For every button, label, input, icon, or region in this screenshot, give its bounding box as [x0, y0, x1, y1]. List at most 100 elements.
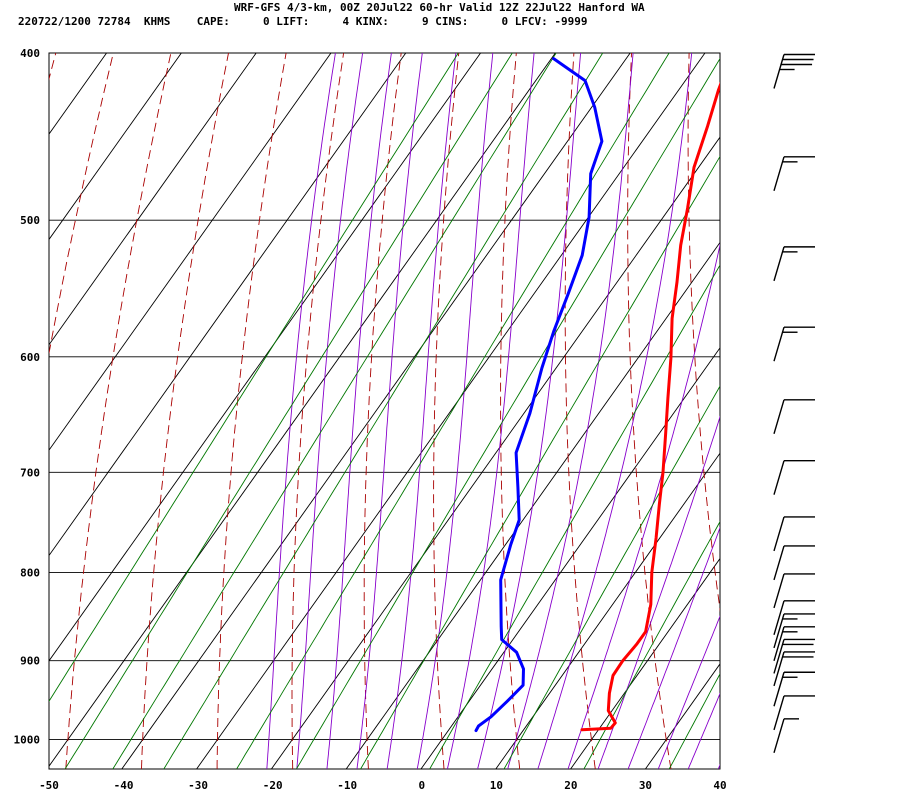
- wind-barb: [773, 573, 815, 609]
- x-tick-label: -10: [337, 779, 357, 792]
- dewpoint-line: [474, 57, 604, 733]
- mixing-ratio-line: [429, 264, 720, 769]
- wind-barb-staff: [773, 613, 785, 649]
- chart-title: WRF-GFS 4/3-km, 00Z 20Jul22 60-hr Valid …: [234, 1, 645, 14]
- moist-adiabat: [416, 53, 494, 769]
- mixing-ratio-line: [296, 57, 720, 769]
- wind-barb: [773, 399, 815, 435]
- wind-barb: [773, 326, 815, 362]
- stability-indices: 220722/1200 72784 KHMS CAPE: 0 LIFT: 4 K…: [18, 15, 588, 28]
- wind-barb-staff: [773, 651, 785, 687]
- wind-barb: [773, 246, 815, 282]
- isotherm--20: [271, 136, 720, 769]
- wind-barb-staff: [773, 626, 785, 662]
- wind-barb-staff: [773, 327, 785, 362]
- isotherm--30: [196, 53, 706, 769]
- dry-adiabat: [291, 53, 345, 769]
- wind-barb: [773, 638, 815, 674]
- wind-barb-staff: [773, 54, 785, 89]
- isotherm-20: [570, 557, 720, 769]
- dry-adiabat: [216, 53, 287, 769]
- isotherm--60: [49, 53, 481, 662]
- wind-barb-staff: [773, 672, 785, 707]
- moist-adiabat: [507, 53, 634, 769]
- moist-adiabat: [687, 692, 720, 769]
- x-tick-label: 10: [490, 779, 503, 792]
- wind-barb: [773, 695, 815, 731]
- wind-barb-staff: [773, 639, 785, 674]
- wind-barb-staff: [773, 545, 785, 581]
- moist-adiabat: [266, 53, 336, 769]
- isotherm--80: [49, 53, 332, 451]
- wind-barb-staff: [773, 718, 785, 754]
- moist-adiabat: [717, 763, 720, 769]
- x-tick-label: 20: [564, 779, 577, 792]
- wind-barb-staff: [773, 516, 785, 552]
- dry-adiabat: [500, 53, 521, 769]
- dry-adiabat: [363, 53, 402, 769]
- isotherm--100: [49, 53, 182, 241]
- moist-adiabat: [745, 44, 900, 777]
- isotherm--70: [49, 53, 407, 557]
- x-tick-label: 0: [418, 779, 425, 792]
- moist-adiabat: [446, 53, 535, 769]
- mixing-ratio-line: [236, 53, 670, 769]
- wind-barb-staff: [773, 460, 785, 495]
- dry-adiabat: [747, 53, 823, 769]
- y-tick-label: 900: [20, 655, 40, 668]
- x-tick-label: -30: [188, 779, 208, 792]
- wind-barb: [773, 671, 815, 707]
- temperature-line: [580, 81, 720, 732]
- moist-adiabat: [627, 526, 720, 769]
- mixing-ratio-line: [112, 53, 557, 769]
- y-tick-label: 700: [20, 466, 40, 479]
- wind-barb: [773, 156, 815, 192]
- moist-adiabat: [477, 53, 582, 769]
- wind-barb: [773, 626, 815, 662]
- dry-adiabat: [564, 53, 596, 769]
- mixing-ratio-line: [163, 53, 604, 769]
- wind-barb: [773, 545, 815, 581]
- x-tick-label: -20: [263, 779, 283, 792]
- dry-adiabat: [433, 53, 460, 769]
- wind-barb: [773, 613, 815, 649]
- dry-adiabat: [804, 53, 898, 769]
- isotherm-40: [719, 768, 720, 769]
- y-tick-label: 800: [20, 566, 40, 579]
- wind-barb: [773, 600, 815, 636]
- mixing-ratio-line: [49, 53, 459, 703]
- wind-barb: [773, 53, 815, 89]
- isotherm--40: [121, 53, 631, 769]
- mixing-ratio-line: [360, 155, 720, 769]
- moist-adiabat: [537, 53, 693, 769]
- moist-adiabat: [775, 44, 900, 777]
- x-tick-label: 30: [639, 779, 652, 792]
- moist-adiabat: [326, 53, 392, 769]
- wind-barb-staff: [773, 246, 785, 282]
- wind-barb: [773, 651, 815, 687]
- isotherm-50: [795, 53, 900, 769]
- wind-barb-staff: [773, 600, 785, 636]
- plot-frame: [48, 52, 721, 770]
- wind-barb-staff: [773, 399, 785, 435]
- x-tick-label: -50: [39, 779, 59, 792]
- mixing-ratio-line: [64, 53, 513, 769]
- y-tick-label: 600: [20, 351, 40, 364]
- y-tick-label: 1000: [14, 734, 41, 747]
- isotherm--50: [49, 53, 556, 767]
- wind-barb-staff: [773, 695, 785, 731]
- x-tick-label: 40: [713, 779, 726, 792]
- moist-adiabat: [296, 53, 364, 769]
- moist-adiabat: [657, 615, 720, 769]
- moist-adiabat: [386, 53, 457, 769]
- wind-barb: [773, 718, 799, 754]
- moist-adiabat: [567, 242, 720, 769]
- y-tick-label: 500: [20, 214, 40, 227]
- mixing-ratio-line: [668, 672, 720, 769]
- wind-barb: [773, 459, 815, 495]
- dry-adiabat: [862, 53, 900, 769]
- isotherm-10: [495, 452, 720, 769]
- mixing-ratio-line: [583, 520, 720, 769]
- wind-barb-staff: [773, 156, 785, 192]
